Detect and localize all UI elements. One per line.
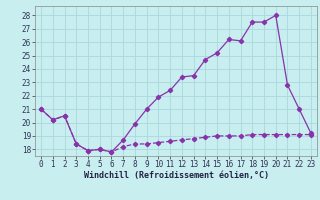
X-axis label: Windchill (Refroidissement éolien,°C): Windchill (Refroidissement éolien,°C) [84,171,268,180]
